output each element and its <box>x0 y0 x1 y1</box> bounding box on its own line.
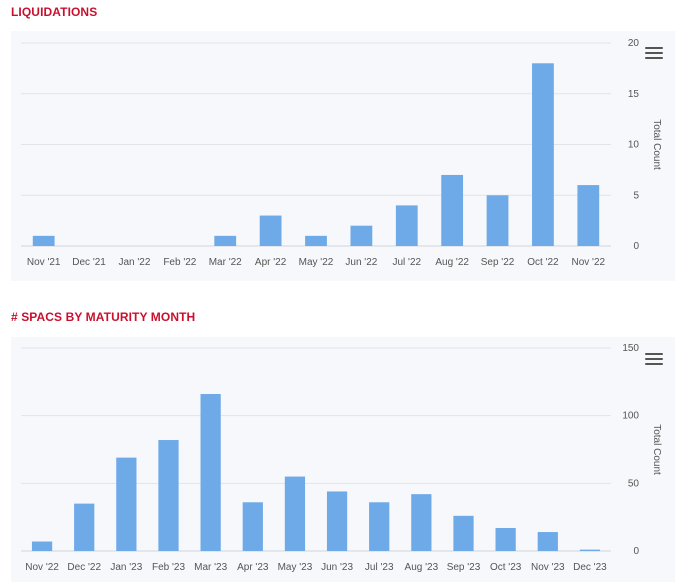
bar[interactable] <box>395 205 418 246</box>
bar[interactable] <box>242 502 263 551</box>
y-tick-label: 150 <box>622 343 639 354</box>
x-tick-label: Nov '23 <box>531 562 565 573</box>
x-tick-label: Aug '22 <box>435 257 469 268</box>
y-tick-label: 0 <box>633 546 639 557</box>
chart-panel-spacs-maturity: 0 50 100 150 Total Count Nov '22 Dec '22 Jan '2… <box>11 337 675 582</box>
chart-menu-icon[interactable] <box>645 47 663 61</box>
bar[interactable] <box>74 503 95 551</box>
x-tick-label: Jun '22 <box>345 257 377 268</box>
x-tick-label: Nov '21 <box>27 257 61 268</box>
x-tick-label: Sep '23 <box>447 562 481 573</box>
x-tick-label: Jul '22 <box>392 257 421 268</box>
chart-menu-icon[interactable] <box>645 353 663 367</box>
chart-title-spacs-maturity: # SPACS BY MATURITY MONTH <box>11 310 196 324</box>
x-tick-label: Jun '23 <box>321 562 353 573</box>
x-tick-label: Oct '23 <box>490 562 522 573</box>
x-tick-label: Nov '22 <box>25 562 59 573</box>
x-tick-label: May '22 <box>299 257 334 268</box>
bar[interactable] <box>32 235 55 246</box>
x-tick-label: Feb '22 <box>163 257 196 268</box>
bar[interactable] <box>350 225 373 246</box>
x-tick-label: Feb '23 <box>152 562 185 573</box>
liquidations-bar-chart: 0 5 10 15 20 Total Count Nov '21 Dec '21 Jan '22… <box>21 38 662 268</box>
bar[interactable] <box>158 440 179 551</box>
y-tick-label: 100 <box>622 411 639 422</box>
y-tick-label: 50 <box>628 478 640 489</box>
y-axis-label: Total Count <box>651 119 662 170</box>
x-tick-label: Apr '23 <box>237 562 269 573</box>
bar[interactable] <box>532 63 554 246</box>
x-tick-label: Dec '23 <box>573 562 607 573</box>
bar[interactable] <box>579 549 601 551</box>
chart-panel-liquidations: 0 5 10 15 20 Total Count Nov '21 Dec '21 Jan '22… <box>11 31 675 281</box>
bar[interactable] <box>411 494 432 551</box>
x-tick-label: Oct '22 <box>527 257 559 268</box>
bar[interactable] <box>326 491 348 551</box>
bar[interactable] <box>305 235 327 246</box>
y-tick-label: 10 <box>628 140 640 151</box>
bar[interactable] <box>116 457 137 551</box>
x-tick-label: Dec '21 <box>72 257 106 268</box>
x-tick-label: Dec '22 <box>67 562 101 573</box>
x-tick-label: Aug '23 <box>405 562 439 573</box>
bar[interactable] <box>537 532 558 551</box>
spacs-maturity-bar-chart: 0 50 100 150 Total Count Nov '22 Dec '22 Jan '2… <box>21 343 662 573</box>
bar[interactable] <box>259 215 282 246</box>
y-tick-label: 15 <box>628 89 640 100</box>
bar[interactable] <box>453 515 474 551</box>
x-tick-label: Nov '22 <box>572 257 606 268</box>
bar[interactable] <box>200 394 221 551</box>
x-tick-label: May '23 <box>278 562 313 573</box>
bar[interactable] <box>284 476 306 551</box>
x-tick-label: Jan '23 <box>110 562 142 573</box>
chart-title-liquidations: LIQUIDATIONS <box>11 5 98 19</box>
bar[interactable] <box>31 541 53 551</box>
bar[interactable] <box>369 502 390 551</box>
x-tick-label: Jul '23 <box>365 562 394 573</box>
x-tick-label: Mar '22 <box>209 257 242 268</box>
bar[interactable] <box>441 174 464 246</box>
bar[interactable] <box>486 195 509 246</box>
x-tick-label: Sep '22 <box>481 257 515 268</box>
y-tick-label: 5 <box>633 190 639 201</box>
y-tick-label: 0 <box>633 241 639 252</box>
y-tick-label: 20 <box>628 38 640 49</box>
bar[interactable] <box>577 185 600 246</box>
x-tick-label: Jan '22 <box>118 257 150 268</box>
x-tick-label: Mar '23 <box>194 562 227 573</box>
bar[interactable] <box>495 527 516 551</box>
y-axis-label: Total Count <box>651 424 662 475</box>
bar[interactable] <box>214 235 237 246</box>
x-tick-label: Apr '22 <box>255 257 287 268</box>
